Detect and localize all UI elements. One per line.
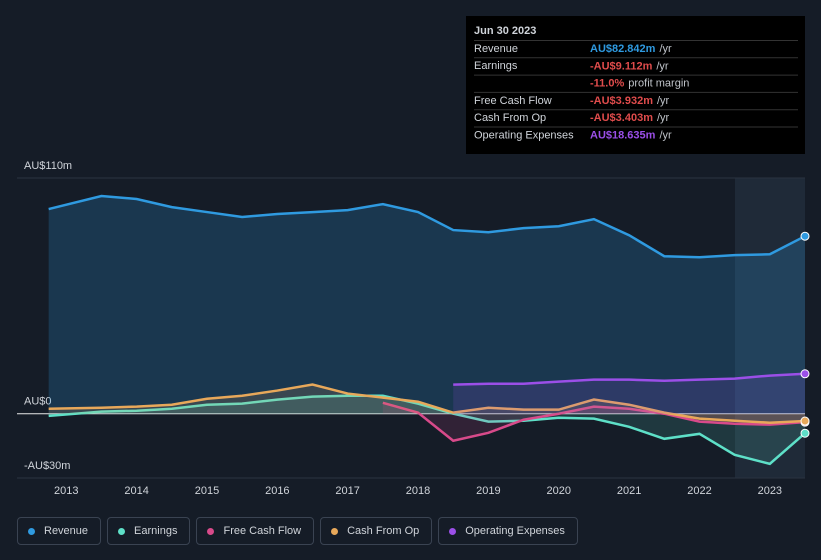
legend-item[interactable]: Revenue bbox=[17, 517, 102, 545]
tooltip: Jun 30 2023 Revenue AU$82.842m/yr Earnings… bbox=[466, 16, 805, 154]
plot: -AU$30m AU$0 AU$110m 2013 2014 2015 2016 2017 20… bbox=[17, 160, 810, 497]
legend-item[interactable]: Earnings bbox=[107, 517, 191, 545]
tooltip-value-number: AU$18.635m bbox=[590, 129, 656, 141]
tooltip-unit: /yr bbox=[656, 60, 669, 72]
tooltip-label: Free Cash Flow bbox=[474, 95, 552, 107]
x-tick-label: 2019 bbox=[476, 485, 500, 497]
legend-swatch bbox=[449, 527, 457, 535]
tooltip-value-number: -AU$3.932m bbox=[590, 95, 653, 107]
legend-item[interactable]: Operating Expenses bbox=[438, 517, 578, 545]
series-line bbox=[382, 401, 806, 443]
x-tick-label: 2018 bbox=[406, 485, 430, 497]
legend-item[interactable]: Free Cash Flow bbox=[196, 517, 315, 545]
series-area bbox=[48, 384, 806, 423]
x-tick-label: 2014 bbox=[124, 485, 148, 497]
tooltip-value-number: AU$82.842m bbox=[590, 43, 656, 55]
y-tick-label: AU$0 bbox=[24, 396, 52, 408]
end-point bbox=[800, 369, 810, 379]
tooltip-value-number: -11.0% bbox=[590, 78, 624, 90]
series-line bbox=[48, 194, 806, 259]
legend-label: Cash From Op bbox=[347, 525, 420, 537]
series-area bbox=[48, 196, 806, 414]
tooltip-unit: profit margin bbox=[628, 78, 689, 90]
series-line bbox=[453, 372, 806, 386]
legend-swatch bbox=[28, 527, 35, 535]
tooltip-value: -AU$9.112m/yr bbox=[590, 60, 669, 72]
legend-swatch bbox=[118, 527, 126, 535]
x-tick-label: 2015 bbox=[195, 485, 219, 497]
tooltip-unit: /yr bbox=[657, 95, 670, 107]
tooltip-unit: /yr bbox=[659, 129, 672, 141]
tooltip-label: Revenue bbox=[474, 43, 518, 55]
legend-label: Revenue bbox=[44, 525, 89, 537]
tooltip-value: -11.0% profit margin bbox=[590, 78, 689, 90]
end-point bbox=[800, 416, 810, 426]
tooltip-value: AU$82.842m/yr bbox=[590, 43, 672, 55]
y-tick-label: -AU$30m bbox=[24, 460, 70, 472]
legend-label: Operating Expenses bbox=[465, 525, 565, 537]
tooltip-box bbox=[466, 16, 805, 154]
series-area bbox=[382, 402, 805, 441]
tooltip-value-number: -AU$3.403m bbox=[590, 112, 653, 124]
series-line bbox=[48, 383, 806, 424]
end-point bbox=[800, 231, 810, 241]
tooltip-unit: /yr bbox=[659, 43, 672, 55]
legend-swatch bbox=[207, 527, 215, 535]
legend: Revenue Earnings Free Cash Flow Cash From O… bbox=[17, 517, 578, 545]
end-point bbox=[800, 428, 810, 438]
y-tick-label: AU$110m bbox=[24, 160, 72, 172]
tooltip-unit: /yr bbox=[657, 112, 670, 124]
tooltip-value: AU$18.635m/yr bbox=[590, 129, 672, 141]
x-tick-label: 2016 bbox=[265, 485, 289, 497]
x-tick-label: 2022 bbox=[687, 485, 711, 497]
tooltip-label: Cash From Op bbox=[474, 112, 546, 124]
x-tick-label: 2017 bbox=[335, 485, 359, 497]
x-tick-label: 2023 bbox=[758, 485, 782, 497]
x-tick-label: 2020 bbox=[547, 485, 571, 497]
tooltip-date: Jun 30 2023 bbox=[474, 25, 536, 37]
tooltip-value: -AU$3.403m/yr bbox=[590, 112, 670, 124]
series-line bbox=[48, 394, 806, 466]
tooltip-value-number: -AU$9.112m bbox=[590, 60, 653, 72]
legend-item[interactable]: Cash From Op bbox=[320, 517, 433, 545]
tooltip-label: Operating Expenses bbox=[474, 129, 574, 141]
tooltip-value: -AU$3.932m/yr bbox=[590, 95, 670, 107]
x-tick-label: 2021 bbox=[617, 485, 641, 497]
legend-label: Earnings bbox=[134, 525, 178, 537]
tooltip-label: Earnings bbox=[474, 60, 518, 72]
highlight-region bbox=[735, 178, 805, 478]
x-tick-label: 2013 bbox=[54, 485, 78, 497]
chart: -AU$30m AU$0 AU$110m 2013 2014 2015 2016 2017 20… bbox=[17, 16, 810, 497]
legend-swatch bbox=[331, 527, 339, 535]
legend-label: Free Cash Flow bbox=[223, 525, 302, 537]
series-area bbox=[48, 395, 806, 464]
